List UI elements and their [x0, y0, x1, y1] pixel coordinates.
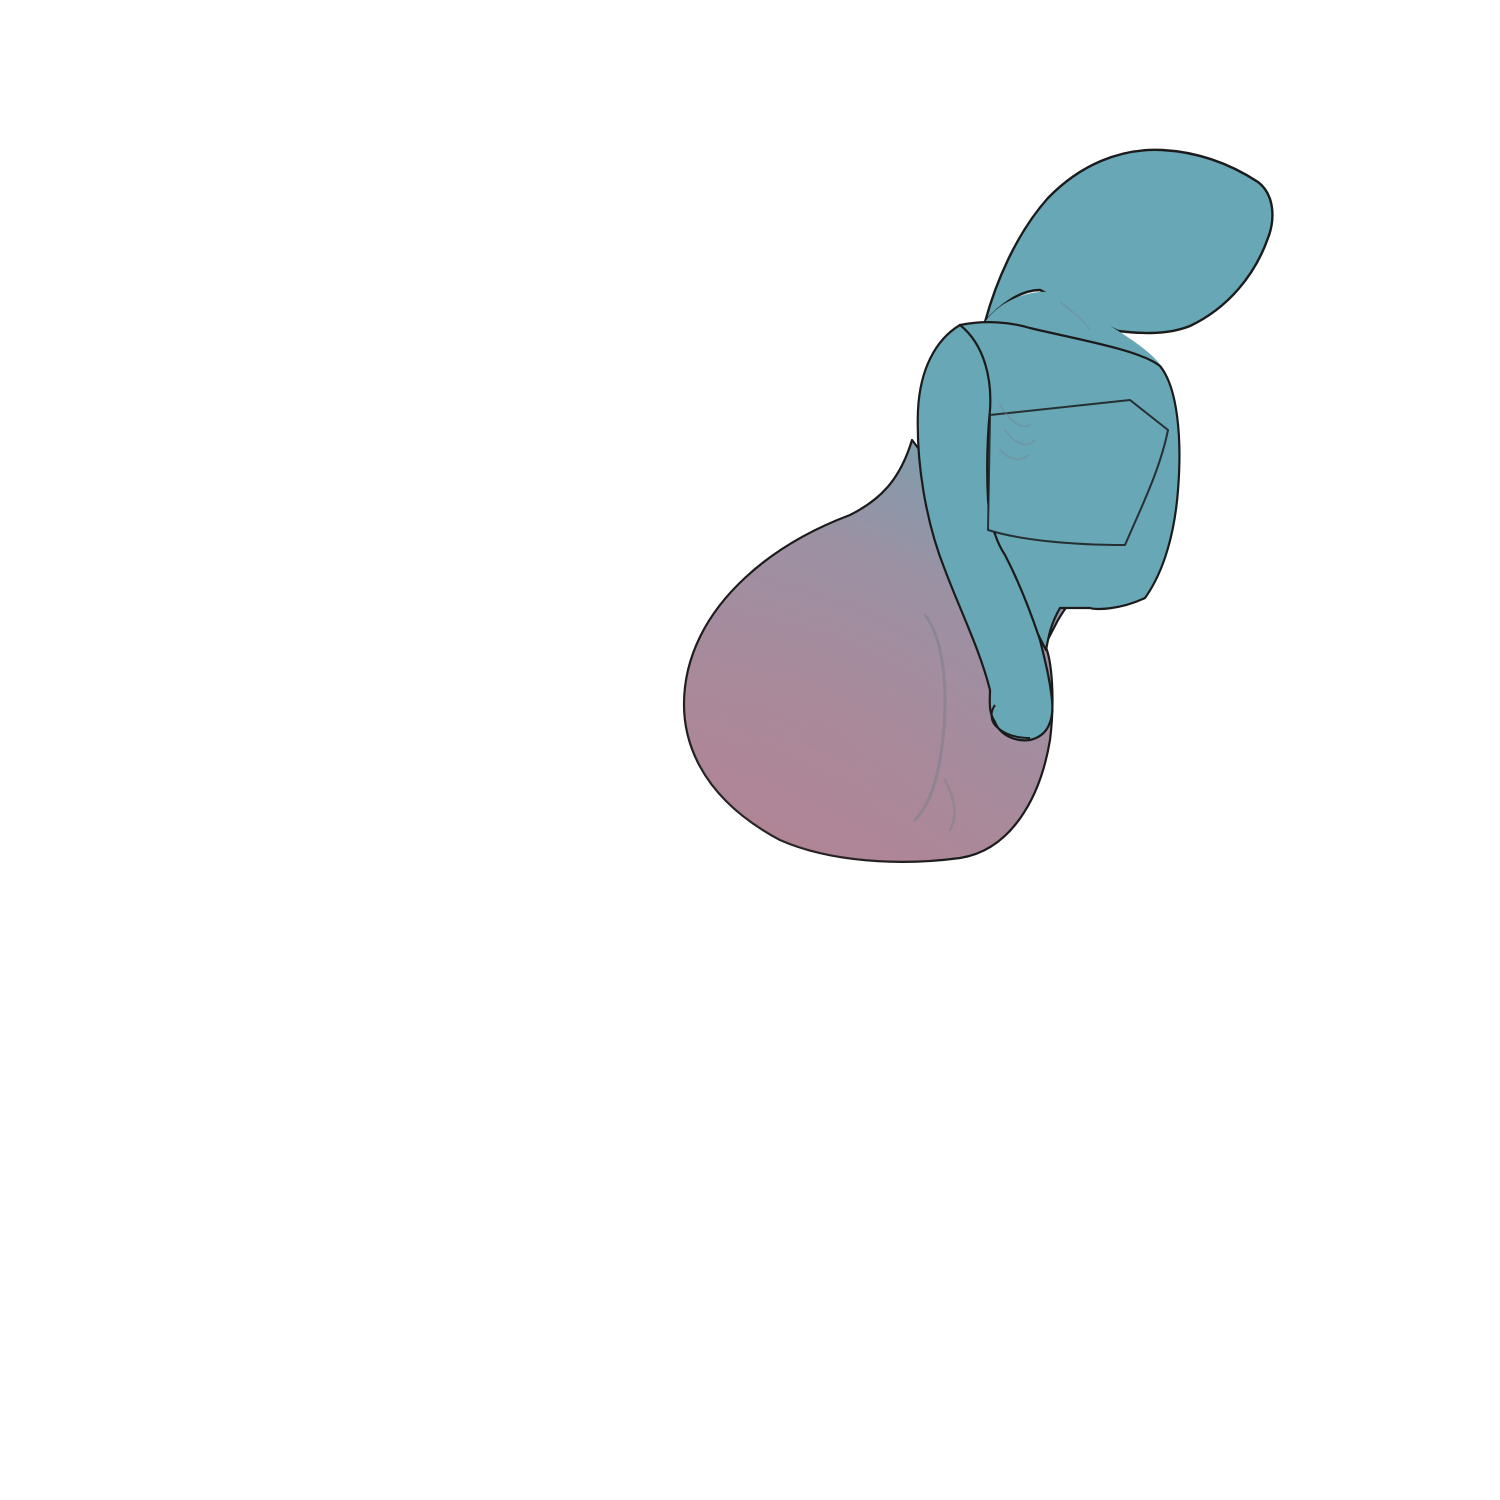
figure-arm	[916, 323, 1054, 742]
neck-crease	[1059, 301, 1091, 331]
shading-stroke-2	[943, 778, 956, 832]
shoulder-sketch-marks	[999, 404, 1036, 461]
figure-fist	[990, 704, 1031, 739]
shading-stroke-1	[913, 613, 947, 822]
figure-forearm	[987, 399, 1169, 546]
